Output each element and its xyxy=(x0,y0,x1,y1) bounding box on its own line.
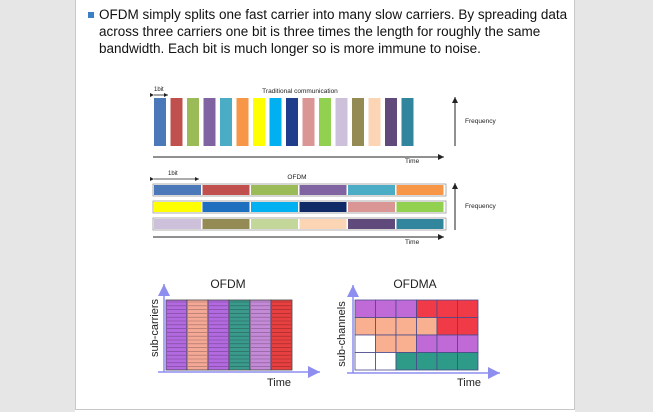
ofdm-grid-y-label: sub-carriers xyxy=(149,298,161,357)
ofdm-strip-cell xyxy=(396,185,444,195)
traditional-bar xyxy=(335,98,348,146)
traditional-bit-label: 1bit xyxy=(154,87,164,93)
ofdm-strip-cell xyxy=(348,202,395,212)
ofdm-strip-cell xyxy=(154,219,201,229)
ofdm-strip-cell xyxy=(154,202,201,212)
ofdma-grid-cell xyxy=(416,334,438,353)
traditional-freq-label: Frequency xyxy=(465,118,496,125)
ofdma-grid-cells xyxy=(354,299,479,371)
ofdma-grid-cell xyxy=(354,334,376,353)
ofdma-grid-cell xyxy=(457,334,479,353)
ofdma-grid-cell xyxy=(375,317,397,336)
ofdm-grid-diagram: OFDM Time sub-carriers xyxy=(149,277,320,389)
ofdm-strip-cell xyxy=(202,202,250,212)
ofdma-grid-cell xyxy=(375,352,397,371)
ofdma-grid-x-label: Time xyxy=(457,377,481,389)
traditional-bar xyxy=(236,98,249,146)
ofdm-strip-cell xyxy=(299,219,347,229)
ofdm-grid-column xyxy=(270,299,293,371)
left-gutter xyxy=(0,0,75,412)
right-gutter xyxy=(575,0,653,412)
ofdm-strip-cell xyxy=(299,185,347,195)
traditional-bar xyxy=(253,98,265,146)
ofdm-strip-cell xyxy=(251,202,298,212)
traditional-bar xyxy=(385,98,397,146)
ofdma-grid-cell xyxy=(395,299,417,318)
ofdm-grid-title: OFDM xyxy=(210,277,245,291)
ofdm-strip-cell xyxy=(202,185,250,195)
traditional-bar xyxy=(302,98,315,146)
ofdm-strip-cell xyxy=(202,219,250,229)
traditional-bar xyxy=(154,98,166,146)
ofdm-strip-bit-label: 1bit xyxy=(168,171,178,177)
ofdm-strip-cell xyxy=(251,219,298,229)
ofdm-grid-column xyxy=(186,299,209,371)
traditional-bar xyxy=(319,98,331,146)
ofdma-grid-cell xyxy=(375,299,397,318)
ofdm-strip-cell xyxy=(299,202,347,212)
traditional-bar xyxy=(368,98,381,146)
ofdm-strip-freq-label: Frequency xyxy=(465,203,496,210)
ofdma-grid-cell xyxy=(395,334,417,353)
bullet-square-icon xyxy=(88,12,94,18)
traditional-bar xyxy=(269,98,282,146)
ofdm-grid-x-label: Time xyxy=(267,377,291,389)
ofdm-strip-cell xyxy=(348,185,395,195)
traditional-bar xyxy=(352,98,364,146)
ofdm-strip-cell xyxy=(154,185,201,195)
ofdm-strip-title: OFDM xyxy=(287,174,306,181)
ofdm-grid-columns xyxy=(165,299,293,371)
ofdma-grid-cell xyxy=(354,317,376,336)
traditional-bar xyxy=(203,98,216,146)
ofdma-grid-cell xyxy=(436,334,458,353)
traditional-time-label: Time xyxy=(405,158,420,165)
ofdma-grid-cell xyxy=(457,352,479,371)
ofdma-grid-cell xyxy=(416,352,438,371)
ofdma-grid-cell xyxy=(395,317,417,336)
ofdm-strip-rows xyxy=(152,183,447,231)
ofdma-grid-cell xyxy=(436,352,458,371)
traditional-bars xyxy=(154,98,414,146)
ofdm-grid-column xyxy=(207,299,230,371)
traditional-diagram: Traditional communication 1bit Time Freq… xyxy=(150,87,496,165)
ofdma-grid-cell xyxy=(354,352,376,371)
ofdm-strip-time-label: Time xyxy=(405,239,420,246)
traditional-title: Traditional communication xyxy=(262,88,338,95)
ofdma-grid-title: OFDMA xyxy=(393,277,436,291)
traditional-bar xyxy=(220,98,232,146)
traditional-bar xyxy=(286,98,298,146)
ofdm-grid-column xyxy=(165,299,188,371)
ofdm-strip-cell xyxy=(251,185,298,195)
ofdma-grid-cell xyxy=(457,299,479,318)
ofdma-grid-y-label: sub-channels xyxy=(336,301,348,367)
ofdma-grid-cell xyxy=(436,299,458,318)
traditional-bar xyxy=(401,98,414,146)
ofdm-strip-diagram: OFDM 1bit Time Frequency xyxy=(150,171,496,246)
ofdma-grid-cell xyxy=(395,352,417,371)
ofdma-grid-cell xyxy=(375,334,397,353)
ofdma-grid-cell xyxy=(457,317,479,336)
ofdma-grid-cell xyxy=(416,317,438,336)
ofdma-grid-diagram: OFDMA Time sub-channels xyxy=(336,277,500,389)
traditional-bar xyxy=(187,98,199,146)
bullet-text: OFDM simply splits one fast carrier into… xyxy=(99,7,568,56)
ofdm-strip-cell xyxy=(396,202,444,212)
ofdm-grid-column xyxy=(228,299,251,371)
ofdma-grid-cell xyxy=(416,299,438,318)
ofdma-grid-cell xyxy=(436,317,458,336)
ofdm-strip-cell xyxy=(348,219,395,229)
traditional-bar xyxy=(170,98,183,146)
ofdm-grid-column xyxy=(249,299,272,371)
ofdm-strip-cell xyxy=(396,219,444,229)
ofdma-grid-cell xyxy=(354,299,376,318)
